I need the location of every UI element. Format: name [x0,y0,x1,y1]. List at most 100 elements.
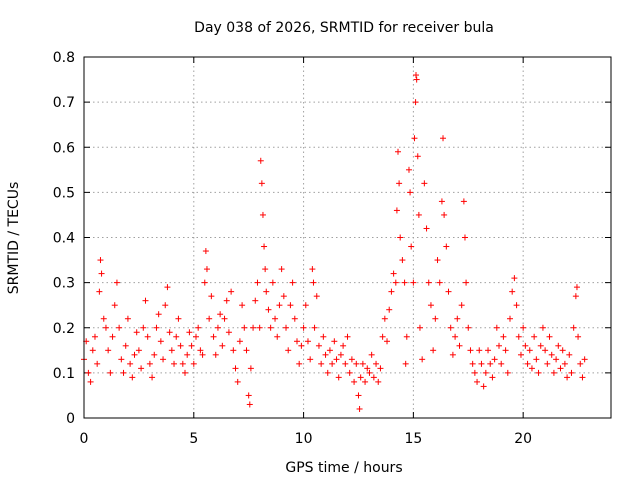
data-point [234,378,241,385]
data-point [458,302,465,309]
data-point [491,356,498,363]
data-point [379,333,386,340]
data-point [225,329,232,336]
data-point [278,266,285,273]
data-point [257,157,264,164]
data-point [342,360,349,367]
data-point [333,356,340,363]
data-point [311,324,318,331]
data-point [423,225,430,232]
data-point [368,351,375,358]
data-point [201,279,208,286]
data-point [344,333,351,340]
data-point [408,243,415,250]
data-point [310,279,317,286]
data-point [471,369,478,376]
data-point [300,324,307,331]
data-point [293,338,300,345]
data-point [550,369,557,376]
data-point [221,315,228,322]
data-point [135,347,142,354]
data-point [309,266,316,273]
data-point [405,166,412,173]
data-point [482,369,489,376]
data-point [94,360,101,367]
data-point [199,351,206,358]
y-tick-label: 0.6 [53,140,75,156]
y-tick-label: 0 [66,411,75,427]
data-point [465,324,472,331]
data-point [102,324,109,331]
data-point [177,342,184,349]
data-point [517,351,524,358]
data-point [197,347,204,354]
data-point [542,347,549,354]
data-point [375,378,382,385]
data-point [353,360,360,367]
data-point [160,356,167,363]
data-point [263,288,270,295]
data-point [107,369,114,376]
data-point [515,333,522,340]
y-axis-label: SRMTID / TECUs [6,182,22,295]
data-point [208,293,215,300]
data-point [393,207,400,214]
data-point [434,257,441,264]
data-point [522,342,529,349]
data-point [127,360,134,367]
data-point [313,293,320,300]
data-point [175,315,182,322]
data-point [441,211,448,218]
data-point [509,288,516,295]
y-tick-label: 0.1 [53,366,75,382]
data-point [401,279,408,286]
data-point [109,333,116,340]
data-point [535,369,542,376]
y-axis: 0 0.1 0.2 0.3 0.4 0.5 0.6 0.7 0.8 [53,50,611,427]
data-point [113,279,120,286]
data-point [232,365,239,372]
data-point [415,211,422,218]
data-point [513,302,520,309]
data-point [440,135,447,142]
data-point [307,356,314,363]
data-point [539,324,546,331]
data-point [188,342,195,349]
data-point [346,369,353,376]
data-point [447,324,454,331]
data-point [456,342,463,349]
data-point [357,374,364,381]
data-point [144,333,151,340]
data-point [395,148,402,155]
data-point [267,324,274,331]
data-point [287,302,294,309]
data-point [396,180,403,187]
data-point [256,324,263,331]
data-point [500,333,507,340]
data-point [269,279,276,286]
data-point [392,279,399,286]
data-point [386,306,393,313]
data-point [173,333,180,340]
data-point [324,369,331,376]
data-point [436,279,443,286]
data-point [331,338,338,345]
data-point [124,315,131,322]
data-point [397,234,404,241]
data-point [546,333,553,340]
data-point [274,333,281,340]
data-point [537,342,544,349]
data-point [326,347,333,354]
data-point [246,401,253,408]
data-point [184,351,191,358]
data-point [564,374,571,381]
data-point [577,360,584,367]
data-point [570,324,577,331]
data-point [502,347,509,354]
data-point [223,297,230,304]
data-point [413,72,420,79]
data-point [133,329,140,336]
data-point [164,284,171,291]
data-point [555,342,562,349]
